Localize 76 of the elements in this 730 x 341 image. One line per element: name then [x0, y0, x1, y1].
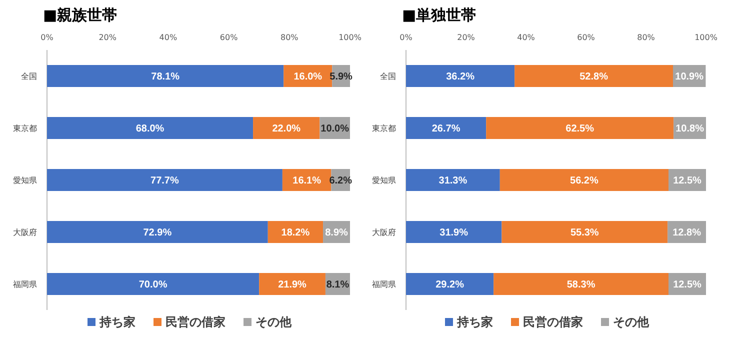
data-label: 62.5% — [566, 124, 594, 134]
bar — [47, 169, 282, 191]
y-tick-label: 全国 — [21, 72, 37, 81]
x-tick-label: 0% — [40, 33, 54, 42]
bar — [500, 169, 668, 191]
bar — [406, 221, 502, 243]
x-tick-label: 80% — [637, 33, 656, 42]
legend-label: 持ち家 — [98, 315, 136, 329]
bar — [259, 273, 326, 295]
data-label: 31.3% — [438, 176, 468, 186]
data-label: 78.1% — [151, 72, 180, 82]
data-label: 56.2% — [570, 176, 598, 186]
bar — [253, 117, 320, 139]
data-label: 10.0% — [320, 124, 350, 134]
bar — [406, 117, 486, 139]
bar — [502, 221, 668, 243]
chart-title: ■単独世帯 — [402, 6, 476, 24]
bar — [514, 65, 673, 87]
y-tick-label: 福岡県 — [372, 280, 396, 289]
data-label: 12.5% — [673, 176, 702, 186]
bar — [47, 221, 268, 243]
legend-label: その他 — [256, 315, 292, 329]
legend-label: 民営の借家 — [523, 315, 583, 329]
bar — [47, 65, 284, 87]
data-label: 31.9% — [440, 228, 468, 238]
data-label: 16.1% — [292, 176, 322, 186]
x-tick-label: 100% — [338, 33, 362, 42]
y-tick-label: 大阪府 — [13, 228, 37, 237]
bar — [47, 273, 260, 295]
data-label: 77.7% — [150, 176, 179, 186]
x-tick-label: 80% — [280, 33, 299, 42]
chart-title: ■親族世帯 — [43, 6, 118, 24]
x-tick-label: 40% — [517, 33, 536, 42]
y-tick-label: 愛知県 — [372, 176, 396, 185]
data-label: 21.9% — [278, 280, 307, 290]
data-label: 55.3% — [570, 228, 599, 238]
data-label: 22.0% — [272, 124, 301, 134]
legend-label: 民営の借家 — [166, 315, 226, 329]
data-label: 52.8% — [580, 72, 608, 82]
data-label: 10.9% — [675, 72, 704, 82]
bar — [406, 169, 500, 191]
x-tick-label: 0% — [400, 33, 413, 42]
y-tick-label: 福岡県 — [13, 280, 37, 289]
data-label: 16.0% — [294, 72, 322, 82]
data-label: 36.2% — [446, 72, 475, 82]
data-label: 12.8% — [672, 228, 702, 238]
data-label: 8.1% — [326, 280, 350, 290]
bar — [47, 117, 254, 139]
bar — [494, 273, 668, 295]
y-tick-label: 全国 — [380, 72, 396, 81]
data-label: 8.9% — [325, 228, 348, 238]
y-tick-label: 東京都 — [13, 124, 37, 133]
data-label: 68.0% — [136, 124, 164, 134]
x-tick-label: 20% — [457, 33, 476, 42]
data-label: 29.2% — [436, 280, 464, 290]
x-tick-label: 60% — [220, 33, 238, 42]
bar — [406, 273, 494, 295]
data-label: 18.2% — [281, 228, 310, 238]
data-label: 58.3% — [566, 280, 596, 290]
data-label: 70.0% — [138, 280, 168, 290]
x-tick-label: 100% — [694, 33, 718, 42]
x-tick-label: 20% — [98, 33, 117, 42]
bar — [268, 221, 324, 243]
data-label: 10.8% — [676, 124, 704, 134]
legend-label: 持ち家 — [456, 315, 493, 329]
y-tick-label: 大阪府 — [372, 228, 396, 237]
bar — [406, 65, 515, 87]
data-label: 26.7% — [432, 124, 460, 134]
x-tick-label: 40% — [159, 33, 178, 42]
x-tick-label: 60% — [577, 33, 596, 42]
y-tick-label: 愛知県 — [13, 176, 37, 185]
bar — [486, 117, 674, 139]
legend-label: その他 — [613, 315, 650, 329]
data-label: 72.9% — [143, 228, 172, 238]
data-label: 12.5% — [673, 280, 702, 290]
y-tick-label: 東京都 — [372, 124, 396, 133]
